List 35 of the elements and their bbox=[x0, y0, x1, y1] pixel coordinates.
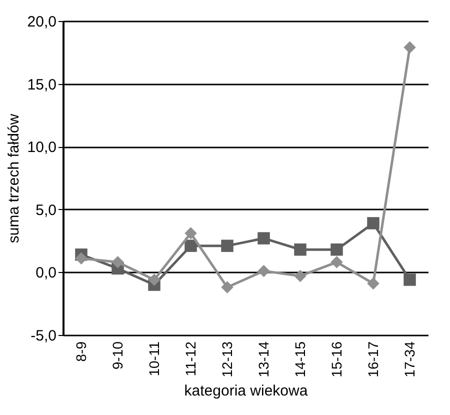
point bbox=[294, 270, 306, 282]
point bbox=[367, 277, 380, 290]
point bbox=[148, 274, 160, 286]
x-tick-label: 12-13 bbox=[218, 341, 235, 378]
y-tick-label: 20,0 bbox=[27, 14, 56, 30]
y-tick-label: -5,0 bbox=[30, 328, 56, 344]
point bbox=[404, 274, 416, 286]
point bbox=[330, 243, 343, 256]
point bbox=[184, 240, 197, 252]
x-tick-label: 10-11 bbox=[146, 341, 162, 376]
x-tick-label: 8-9 bbox=[72, 341, 89, 362]
x-tick-label: 15-16 bbox=[328, 341, 344, 378]
point bbox=[184, 227, 197, 240]
x-tick-label: 17-34 bbox=[401, 341, 418, 378]
y-axis-title: suma trzech fałdów bbox=[5, 114, 22, 244]
y-tick-label: 15,0 bbox=[27, 76, 56, 94]
point bbox=[404, 41, 416, 54]
x-tick-label: 9-10 bbox=[109, 341, 126, 370]
point bbox=[367, 217, 380, 230]
y-tick-label: 10,0 bbox=[27, 139, 56, 156]
point bbox=[221, 240, 234, 252]
x-axis-title: kategoria wiekowa bbox=[184, 382, 308, 400]
x-tick-label: 14-15 bbox=[292, 341, 308, 378]
point bbox=[294, 243, 306, 256]
point bbox=[112, 256, 124, 268]
y-tick-label: 0,0 bbox=[36, 264, 56, 282]
point bbox=[258, 232, 270, 244]
point bbox=[75, 252, 88, 265]
x-tick-label: 11-12 bbox=[182, 341, 198, 376]
x-tick-label: 16-17 bbox=[364, 341, 381, 378]
point bbox=[221, 281, 234, 294]
point bbox=[330, 256, 343, 268]
x-tick-label: 13-14 bbox=[255, 341, 272, 378]
y-tick-label: 5,0 bbox=[36, 202, 56, 219]
point bbox=[258, 264, 270, 278]
